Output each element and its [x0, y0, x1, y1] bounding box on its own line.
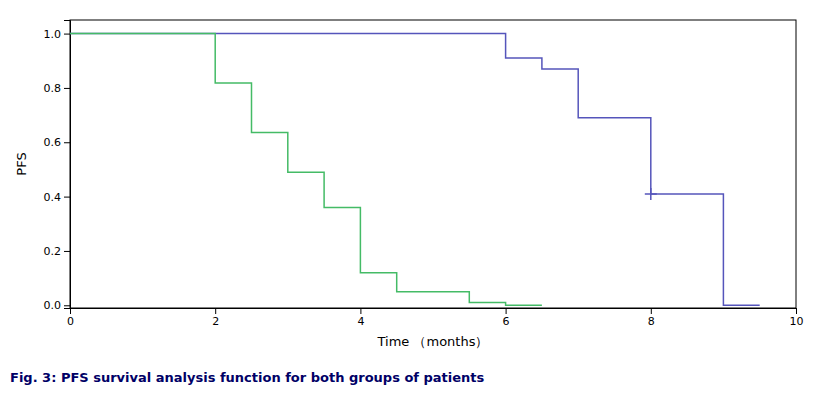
tick: 0 — [67, 308, 74, 328]
tick: 0.6 — [44, 136, 71, 149]
tick-mark — [64, 34, 70, 35]
axis-line — [64, 21, 71, 309]
tick-mark — [506, 308, 507, 314]
y-axis: 0.0 0.2 0.4 0.6 0.8 1.0 — [44, 21, 71, 313]
tick-label: 0.2 — [44, 245, 62, 258]
survival-line — [70, 34, 542, 306]
x-axis-title: Time （months） — [377, 334, 489, 349]
caption: Fig. 3: PFS survival analysis function f… — [10, 370, 485, 385]
tick-label: 0 — [67, 315, 74, 328]
tick-label: 2 — [212, 315, 219, 328]
censor-marker — [645, 188, 657, 200]
tick: 1.0 — [44, 28, 71, 41]
y-axis-title: PFS — [14, 152, 29, 175]
plot-frame — [70, 20, 796, 308]
tick: 10 — [790, 308, 804, 328]
tick: 0.2 — [44, 245, 71, 258]
marks — [70, 34, 760, 306]
tick-label: 8 — [648, 315, 655, 328]
tick-mark — [796, 308, 797, 314]
tick: 0.4 — [44, 191, 71, 204]
tick: 2 — [212, 308, 219, 328]
tick-mark — [215, 308, 216, 314]
tick: 8 — [648, 308, 655, 328]
chart: 0 2 4 6 8 10 0.0 0.2 0.4 0.6 0.8 1.0 Time （months） PF… — [0, 0, 826, 394]
tick-label: 0.4 — [44, 191, 62, 204]
tick-mark — [64, 305, 70, 306]
tick-label: 4 — [357, 315, 364, 328]
tick-label: 0.0 — [44, 299, 62, 312]
tick-mark — [64, 142, 70, 143]
tick: 4 — [357, 308, 364, 328]
plot-area: 0 2 4 6 8 10 0.0 0.2 0.4 0.6 0.8 1.0 — [44, 20, 804, 328]
tick: 6 — [503, 308, 510, 328]
tick-mark — [64, 251, 70, 252]
x-axis: 0 2 4 6 8 10 — [67, 308, 804, 328]
axis-line — [71, 309, 797, 315]
tick: 0.0 — [44, 299, 71, 312]
tick-mark — [360, 308, 361, 314]
tick: 0.8 — [44, 82, 71, 95]
tick-label: 10 — [790, 315, 804, 328]
tick-mark — [651, 308, 652, 314]
tick-label: 0.8 — [44, 82, 62, 95]
tick-label: 0.6 — [44, 136, 62, 149]
tick-mark — [64, 88, 70, 89]
tick-label: 1.0 — [44, 28, 62, 41]
survival-line — [70, 34, 760, 306]
tick-mark — [64, 197, 70, 198]
tick-label: 6 — [503, 315, 510, 328]
